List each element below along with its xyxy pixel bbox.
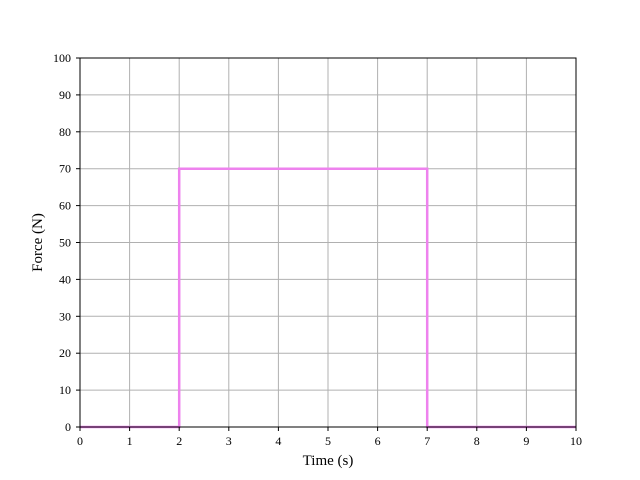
x-tick-label: 9 — [523, 434, 529, 448]
y-tick-label: 80 — [59, 125, 71, 139]
y-tick-label: 50 — [59, 236, 71, 250]
x-tick-label: 2 — [176, 434, 182, 448]
x-tick-label: 5 — [325, 434, 331, 448]
y-tick-label: 90 — [59, 88, 71, 102]
y-tick-label: 20 — [59, 346, 71, 360]
x-tick-label: 4 — [275, 434, 281, 448]
y-tick-label: 100 — [53, 51, 71, 65]
x-tick-label: 3 — [226, 434, 232, 448]
y-tick-label: 70 — [59, 162, 71, 176]
y-axis-label: Force (N) — [30, 213, 46, 272]
x-tick-label: 8 — [474, 434, 480, 448]
x-tick-label: 1 — [127, 434, 133, 448]
y-tick-label: 60 — [59, 199, 71, 213]
y-tick-label: 40 — [59, 272, 71, 286]
y-tick-label: 30 — [59, 309, 71, 323]
y-tick-label: 10 — [59, 383, 71, 397]
x-axis-label: Time (s) — [303, 453, 354, 469]
x-tick-label: 0 — [77, 434, 83, 448]
y-tick-label: 0 — [65, 420, 71, 434]
x-tick-label: 6 — [375, 434, 381, 448]
x-tick-label: 7 — [424, 434, 430, 448]
x-tick-label: 10 — [570, 434, 582, 448]
